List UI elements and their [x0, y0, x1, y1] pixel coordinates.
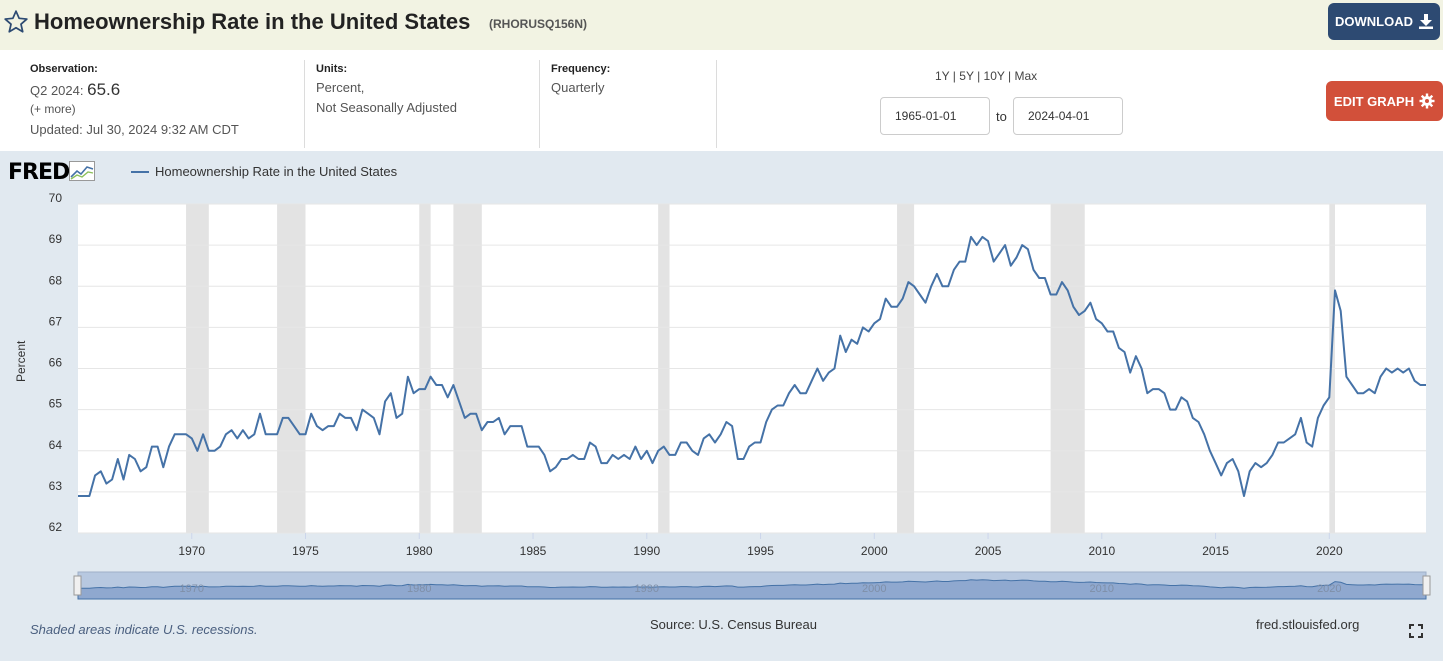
download-icon: [1419, 14, 1433, 29]
frequency-label: Frequency:: [551, 63, 611, 75]
download-button[interactable]: DOWNLOAD: [1328, 3, 1440, 40]
legend-swatch: [131, 170, 149, 173]
recession-note: Shaded areas indicate U.S. recessions.: [30, 622, 258, 637]
navigator-left-handle[interactable]: [73, 575, 82, 596]
navigator-tick-label: 2020: [1317, 583, 1341, 595]
source-text: Source: U.S. Census Bureau: [650, 617, 817, 632]
navigator-tick-label: 2000: [862, 583, 886, 595]
series-line: [78, 235, 1426, 497]
x-tick-label: 1970: [178, 544, 205, 558]
divider: [304, 60, 305, 148]
x-tick-label: 2005: [975, 544, 1002, 558]
y-tick-label: 62: [49, 520, 63, 534]
range-10y[interactable]: 10Y: [983, 69, 1005, 83]
x-tick-label: 2010: [1088, 544, 1115, 558]
chart-logo-icon: [69, 161, 96, 181]
x-tick-label: 2020: [1316, 544, 1343, 558]
x-tick-label: 1980: [406, 544, 433, 558]
y-tick-label: 67: [49, 314, 63, 328]
y-tick-label: 70: [49, 191, 63, 205]
x-tick-label: 1975: [292, 544, 319, 558]
y-tick-label: 69: [49, 232, 63, 246]
x-tick-label: 1985: [520, 544, 547, 558]
navigator-series: [77, 579, 1427, 600]
end-date-input[interactable]: 2024-04-01: [1013, 97, 1123, 135]
x-tick-label: 2000: [861, 544, 888, 558]
observation-period: Q2 2024:: [30, 83, 84, 98]
range-1y[interactable]: 1Y: [935, 69, 950, 83]
divider: [716, 60, 717, 148]
title-bar: Homeownership Rate in the United States …: [0, 0, 1443, 50]
x-tick-label: 1995: [747, 544, 774, 558]
updated-text: Updated: Jul 30, 2024 9:32 AM CDT: [30, 122, 239, 137]
start-date-input[interactable]: 1965-01-01: [880, 97, 990, 135]
range-5y[interactable]: 5Y: [959, 69, 974, 83]
frequency-value: Quarterly: [551, 80, 605, 95]
x-tick-label: 1990: [633, 544, 660, 558]
legend-entry: Homeownership Rate in the United States: [155, 164, 398, 179]
navigator-tick-label: 1980: [407, 583, 431, 595]
star-icon[interactable]: [3, 9, 29, 35]
y-tick-label: 66: [49, 356, 63, 370]
gear-icon: [1419, 93, 1435, 109]
y-axis-label: Percent: [14, 340, 28, 382]
divider: [539, 60, 540, 148]
fred-logo: FRED: [8, 160, 96, 185]
fullscreen-icon[interactable]: [1409, 624, 1423, 638]
page-title: Homeownership Rate in the United States: [34, 9, 471, 34]
more-link[interactable]: (+ more): [30, 102, 76, 116]
y-tick-label: 64: [49, 438, 63, 452]
units-line-1: Percent,: [316, 80, 365, 95]
navigator-right-handle[interactable]: [1422, 575, 1431, 596]
y-tick-label: 68: [49, 273, 63, 287]
units-label: Units:: [316, 63, 348, 75]
navigator-tick-label: 2010: [1090, 583, 1114, 595]
navigator-tick-label: 1970: [180, 583, 204, 595]
units-line-2: Not Seasonally Adjusted: [316, 100, 457, 115]
range-max[interactable]: Max: [1014, 69, 1038, 83]
navigator-tick-label: 1990: [635, 583, 659, 595]
download-label: DOWNLOAD: [1335, 14, 1413, 29]
chart-legend: Homeownership Rate in the United States: [131, 164, 397, 179]
y-tick-label: 65: [49, 397, 63, 411]
observation-value: 65.6: [87, 80, 121, 99]
x-tick-label: 2015: [1202, 544, 1229, 558]
range-selector: 1Y | 5Y | 10Y | Max: [935, 69, 1038, 83]
y-tick-label: 63: [49, 479, 63, 493]
series-id: (RHORUSQ156N): [489, 17, 588, 31]
observation-label: Observation:: [30, 63, 98, 75]
to-label: to: [996, 109, 1007, 124]
observation-readout: Q2 2024: 65.6: [30, 80, 120, 100]
edit-graph-button[interactable]: EDIT GRAPH: [1326, 81, 1443, 121]
site-link[interactable]: fred.stlouisfed.org: [1256, 617, 1360, 632]
edit-graph-label: EDIT GRAPH: [1333, 93, 1415, 109]
